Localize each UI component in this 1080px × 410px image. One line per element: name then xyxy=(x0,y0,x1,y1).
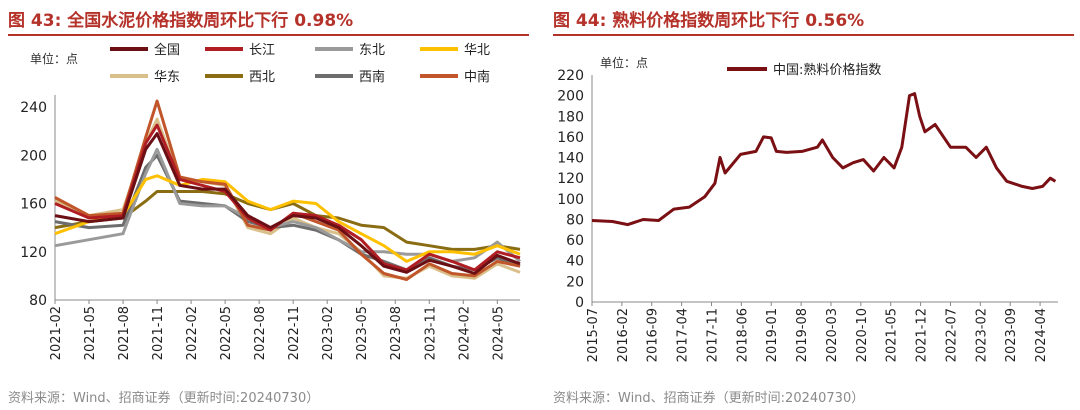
left-unit-label: 单位：点 xyxy=(30,52,79,66)
x-tick-label: 2015-07 xyxy=(586,308,601,362)
series-line-clinker xyxy=(591,92,1057,227)
right-source-note: 资料来源：Wind、招商证券（更新时间:20240730） xyxy=(553,391,865,406)
y-tick-label: 120 xyxy=(557,171,584,187)
x-tick-label: 2022-07 xyxy=(944,308,959,362)
x-tick-label: 2022-11 xyxy=(287,306,302,360)
x-tick-label: 2021-02 xyxy=(49,306,64,360)
x-tick-label: 2017-04 xyxy=(676,308,691,362)
right-line-chart: 0 20 40 60 80 100 120 140 160 180 200 220 2015-07 201… xyxy=(557,62,1058,362)
x-tick-label: 2016-02 xyxy=(616,308,631,362)
legend-label-华东: 华东 xyxy=(154,70,180,85)
x-tick-label: 2022-08 xyxy=(253,306,268,360)
legend-label-西南: 西南 xyxy=(359,69,385,85)
y-tick-label: 200 xyxy=(20,148,47,164)
y-tick-label: 60 xyxy=(566,233,584,249)
x-tick-label: 2023-05 xyxy=(355,306,370,360)
legend-label-西北: 西北 xyxy=(249,70,275,85)
right-chart-panel: 图 44: 熟料价格指数周环比下行 0.56% 单位：点 0 20 40 60 80 10… xyxy=(545,0,1080,410)
y-tick-label: 220 xyxy=(557,68,584,84)
x-tick-label: 2018-06 xyxy=(735,308,750,362)
left-chart-panel: 图 43: 全国水泥价格指数周环比下行 0.98% 单位：点 80 120 160 2… xyxy=(0,0,535,410)
x-tick-label: 2023-02 xyxy=(321,306,336,360)
y-tick-label: 0 xyxy=(575,295,584,311)
legend-label-长江: 长江 xyxy=(249,43,275,58)
legend-label-全国: 全国 xyxy=(154,42,180,58)
y-tick-label: 140 xyxy=(557,151,584,167)
x-tick-label: 2022-02 xyxy=(185,306,200,360)
x-tick-label: 2021-08 xyxy=(117,306,132,360)
series-line-长江 xyxy=(54,123,521,272)
x-tick-label: 2017-11 xyxy=(705,308,720,362)
legend-label-华北: 华北 xyxy=(464,43,490,58)
x-tick-label: 2022-05 xyxy=(219,306,234,360)
y-tick-label: 160 xyxy=(20,197,47,213)
legend-label-中南: 中南 xyxy=(464,69,490,85)
y-tick-label: 200 xyxy=(557,89,584,105)
y-tick-label: 80 xyxy=(566,212,584,228)
left-chart-title: 图 43: 全国水泥价格指数周环比下行 0.98% xyxy=(8,11,354,31)
x-tick-label: 2020-03 xyxy=(825,308,840,362)
y-tick-label: 180 xyxy=(557,109,584,125)
y-tick-label: 80 xyxy=(29,293,47,309)
x-tick-label: 2023-09 xyxy=(1004,308,1019,362)
series-line-华东 xyxy=(54,117,521,280)
x-tick-label: 2016-09 xyxy=(646,308,661,362)
series-line-华北 xyxy=(54,174,521,263)
x-tick-label: 2023-11 xyxy=(423,306,438,360)
x-tick-label: 2021-05 xyxy=(885,308,900,362)
x-tick-label: 2020-10 xyxy=(855,308,870,362)
x-tick-label: 2019-01 xyxy=(765,308,780,362)
x-tick-label: 2021-11 xyxy=(151,306,166,360)
y-tick-label: 160 xyxy=(557,130,584,146)
right-title-rule xyxy=(553,34,1074,36)
x-tick-label: 2024-05 xyxy=(491,306,506,360)
x-tick-label: 2023-02 xyxy=(974,308,989,362)
series-line-全国 xyxy=(54,132,521,275)
left-source-note: 资料来源：Wind、招商证券（更新时间:20240730） xyxy=(8,391,320,406)
y-tick-label: 100 xyxy=(557,192,584,208)
y-tick-label: 40 xyxy=(566,254,584,270)
x-tick-label: 2023-08 xyxy=(389,306,404,360)
y-tick-label: 20 xyxy=(566,274,584,290)
series-line-西北 xyxy=(54,190,521,251)
legend-label-东北: 东北 xyxy=(359,43,385,58)
x-tick-label: 2021-05 xyxy=(83,306,98,360)
left-line-chart: 80 120 160 200 240 2021-02 2021-05 2021-08 2021-… xyxy=(20,42,521,360)
x-tick-label: 2024-04 xyxy=(1034,308,1049,362)
x-tick-label: 2024-02 xyxy=(457,306,472,360)
y-tick-label: 120 xyxy=(20,245,47,261)
x-tick-label: 2021-12 xyxy=(915,308,930,362)
right-chart-title: 图 44: 熟料价格指数周环比下行 0.56% xyxy=(553,11,865,31)
left-title-rule xyxy=(8,34,529,36)
x-tick-label: 2019-08 xyxy=(795,308,810,362)
legend-label-clinker: 中国:熟料价格指数 xyxy=(773,62,881,78)
right-unit-label: 单位：点 xyxy=(600,56,649,70)
y-tick-label: 240 xyxy=(20,100,47,116)
